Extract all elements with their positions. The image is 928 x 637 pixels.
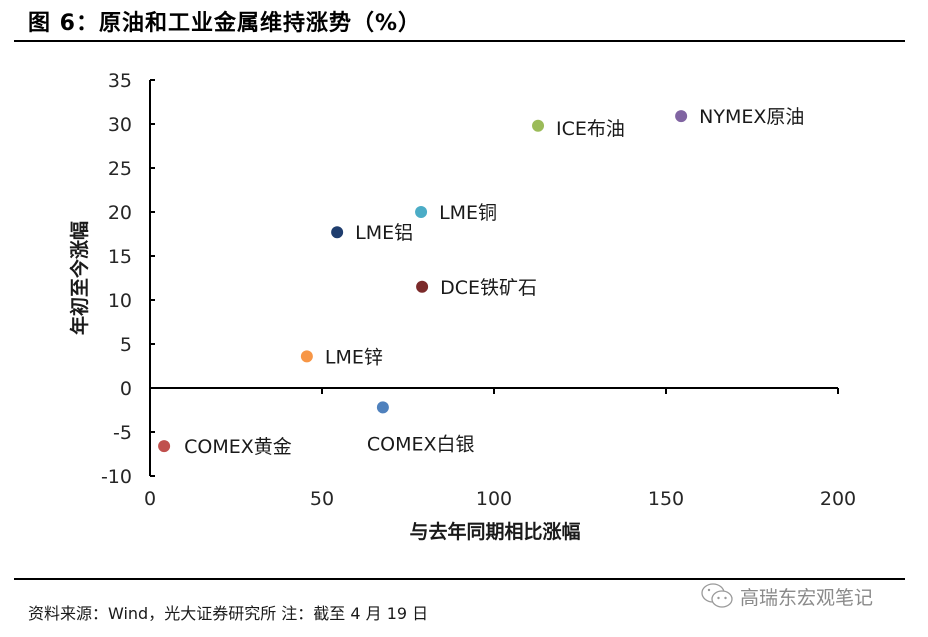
point-label: COMEX白银 bbox=[367, 433, 475, 455]
point-label: NYMEX原油 bbox=[699, 106, 804, 128]
watermark-text: 高瑞东宏观笔记 bbox=[740, 586, 874, 609]
x-axis-label: 与去年同期相比涨幅 bbox=[409, 520, 580, 543]
point-label: COMEX黄金 bbox=[184, 436, 292, 458]
x-tick-label: 50 bbox=[310, 488, 334, 510]
y-tick-label: 30 bbox=[108, 114, 132, 136]
x-tick-label: 0 bbox=[144, 488, 156, 510]
x-tick-label: 200 bbox=[820, 488, 856, 510]
point-label: LME锌 bbox=[325, 346, 383, 368]
y-tick-label: 25 bbox=[108, 158, 132, 180]
point-label: LME铜 bbox=[439, 202, 497, 224]
y-tick-label: -5 bbox=[113, 422, 132, 444]
point-marker bbox=[300, 350, 313, 363]
wechat-icon bbox=[701, 583, 733, 608]
point-marker bbox=[675, 110, 688, 123]
point-marker bbox=[376, 401, 389, 414]
data-point: DCE铁矿石 bbox=[416, 277, 537, 299]
y-tick-label: 0 bbox=[120, 378, 132, 400]
x-tick-label: 100 bbox=[476, 488, 512, 510]
source-note: 资料来源：Wind，光大证券研究所 注：截至 4 月 19 日 bbox=[28, 604, 429, 623]
data-point: LME铜 bbox=[415, 202, 497, 224]
y-tick-label: 15 bbox=[108, 246, 132, 268]
bottom-rule bbox=[14, 578, 905, 580]
figure-title: 图 6：原油和工业金属维持涨势（%） bbox=[28, 11, 422, 36]
y-tick-label: 35 bbox=[108, 70, 132, 92]
x-tick-label: 150 bbox=[648, 488, 684, 510]
point-label: ICE布油 bbox=[556, 118, 625, 140]
point-label: DCE铁矿石 bbox=[440, 277, 537, 299]
point-marker bbox=[416, 280, 429, 293]
watermark: 高瑞东宏观笔记 bbox=[700, 582, 873, 610]
scatter-chart: -10 -5 0 5 10 15 20 25 30 35 0 50 100 150 200 NYMEX原油 I… bbox=[68, 70, 856, 543]
y-tick-label: 10 bbox=[108, 290, 132, 312]
data-point: ICE布油 bbox=[532, 118, 625, 140]
data-point: NYMEX原油 bbox=[675, 106, 804, 128]
point-marker bbox=[331, 226, 344, 239]
data-point: LME铝 bbox=[331, 222, 413, 244]
point-marker bbox=[532, 119, 545, 132]
data-points: NYMEX原油 ICE布油 LME铜 LME铝 DCE铁矿石 LME锌 COMEX白银 COM… bbox=[158, 106, 804, 458]
data-point: COMEX黄金 bbox=[158, 436, 292, 458]
data-point: LME锌 bbox=[300, 346, 383, 368]
top-rule bbox=[14, 40, 905, 42]
point-label: LME铝 bbox=[355, 222, 413, 244]
y-tick-label: 5 bbox=[120, 334, 132, 356]
point-marker bbox=[158, 440, 171, 453]
y-tick-label: 20 bbox=[108, 202, 132, 224]
y-tick-label: -10 bbox=[101, 466, 132, 488]
y-axis-label: 年初至今涨幅 bbox=[68, 221, 91, 335]
chart-axes: -10 -5 0 5 10 15 20 25 30 35 0 50 100 150 200 bbox=[101, 70, 856, 510]
data-point: COMEX白银 bbox=[367, 401, 475, 455]
point-marker bbox=[415, 206, 428, 218]
